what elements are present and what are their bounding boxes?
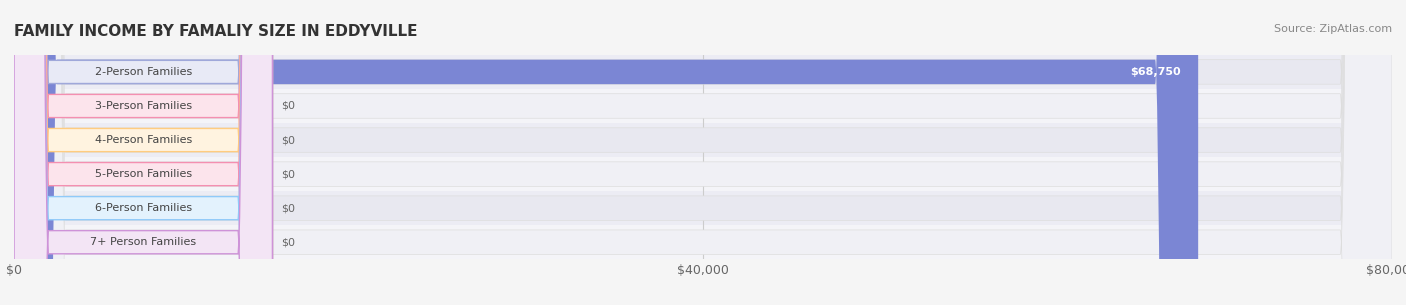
Text: 4-Person Families: 4-Person Families xyxy=(94,135,191,145)
Text: 6-Person Families: 6-Person Families xyxy=(94,203,191,213)
Bar xyxy=(14,55,1392,89)
FancyBboxPatch shape xyxy=(14,0,1392,305)
Text: $0: $0 xyxy=(281,237,295,247)
Text: $0: $0 xyxy=(281,203,295,213)
FancyBboxPatch shape xyxy=(14,0,273,305)
Text: $0: $0 xyxy=(281,135,295,145)
FancyBboxPatch shape xyxy=(14,0,273,305)
FancyBboxPatch shape xyxy=(14,0,273,305)
FancyBboxPatch shape xyxy=(14,0,273,305)
FancyBboxPatch shape xyxy=(14,0,1392,305)
Text: $68,750: $68,750 xyxy=(1130,67,1181,77)
Text: $0: $0 xyxy=(281,169,295,179)
Bar xyxy=(14,123,1392,157)
Bar xyxy=(14,191,1392,225)
Text: 5-Person Families: 5-Person Families xyxy=(94,169,191,179)
FancyBboxPatch shape xyxy=(14,0,1198,305)
Text: FAMILY INCOME BY FAMALIY SIZE IN EDDYVILLE: FAMILY INCOME BY FAMALIY SIZE IN EDDYVIL… xyxy=(14,24,418,39)
FancyBboxPatch shape xyxy=(14,0,273,305)
Text: 7+ Person Families: 7+ Person Families xyxy=(90,237,197,247)
Bar xyxy=(14,225,1392,259)
Text: Source: ZipAtlas.com: Source: ZipAtlas.com xyxy=(1274,24,1392,34)
Text: 3-Person Families: 3-Person Families xyxy=(94,101,191,111)
Bar xyxy=(14,89,1392,123)
FancyBboxPatch shape xyxy=(14,0,273,305)
Text: $0: $0 xyxy=(281,101,295,111)
FancyBboxPatch shape xyxy=(14,0,1392,305)
FancyBboxPatch shape xyxy=(14,0,1392,305)
Text: 2-Person Families: 2-Person Families xyxy=(94,67,191,77)
Bar xyxy=(14,157,1392,191)
FancyBboxPatch shape xyxy=(14,0,1392,305)
FancyBboxPatch shape xyxy=(14,0,1392,305)
